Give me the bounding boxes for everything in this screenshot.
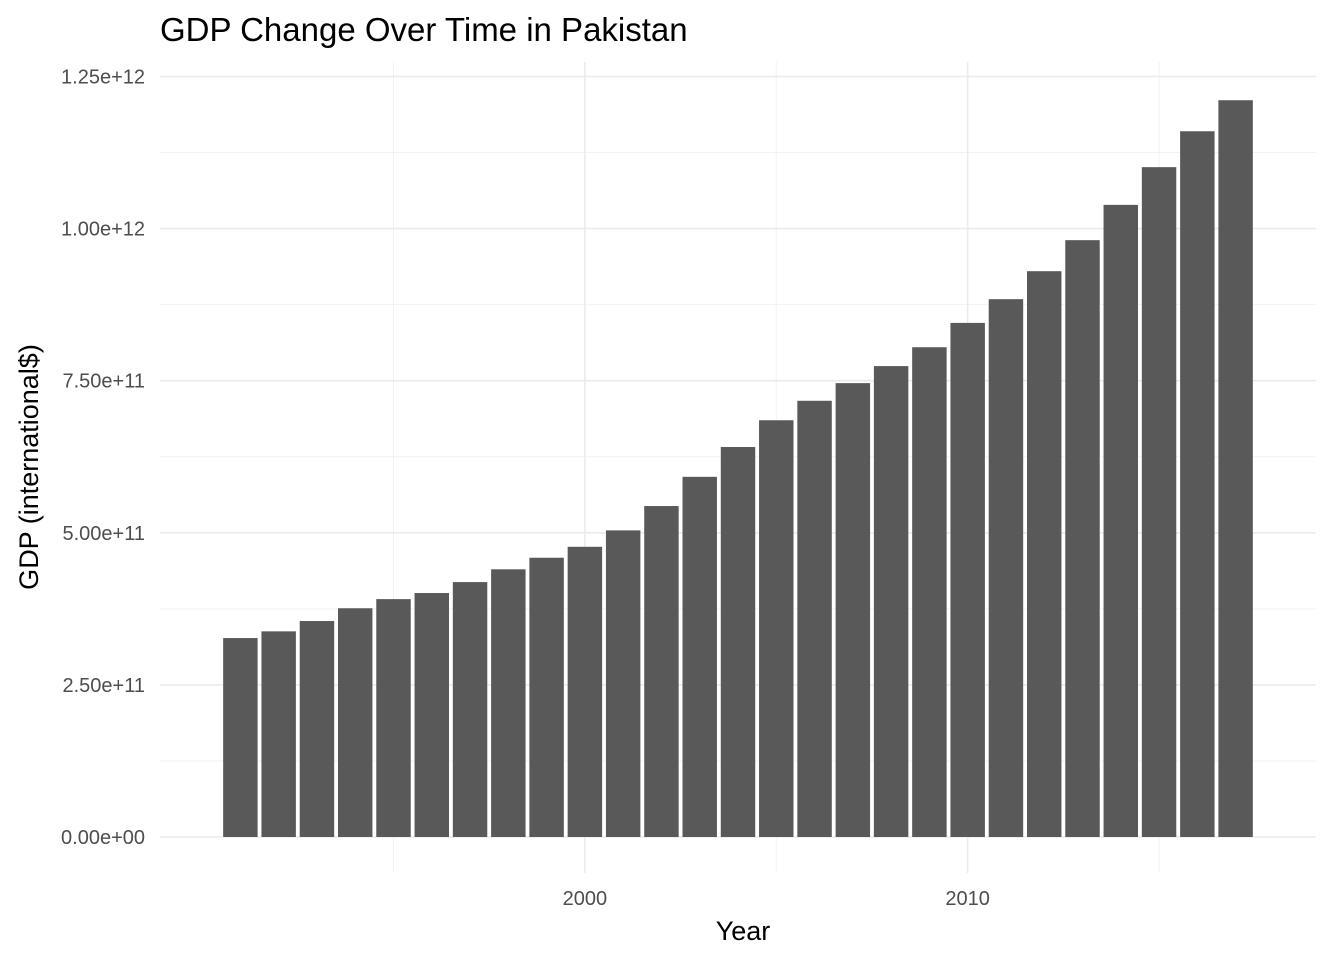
bar-1997	[452, 582, 488, 837]
bar-2001	[605, 530, 641, 837]
bar-2008	[873, 366, 909, 837]
bar-2014	[1103, 204, 1139, 837]
y-tick-label: 1.00e+12	[61, 219, 145, 241]
x-tick-label: 2010	[945, 888, 990, 910]
bar-2013	[1065, 240, 1100, 837]
y-axis-title: GDP (international$)	[14, 344, 44, 590]
bar-1999	[529, 557, 564, 837]
bar-2006	[797, 400, 832, 837]
bar-1993	[299, 621, 335, 837]
bar-1995	[376, 599, 411, 837]
y-tick-label: 2.50e+11	[63, 675, 146, 697]
bar-2003	[682, 476, 717, 837]
y-tick-label: 0.00e+00	[61, 827, 145, 849]
x-axis-title: Year	[716, 916, 771, 946]
bar-2002	[644, 506, 679, 837]
y-tick-label: 1.25e+12	[61, 67, 145, 89]
bar-2009	[912, 347, 947, 837]
bar-1994	[337, 608, 373, 837]
x-tick-label: 2000	[563, 888, 608, 910]
bar-1998	[491, 569, 526, 837]
bar-2007	[835, 383, 871, 837]
bar-2015	[1141, 167, 1177, 837]
bar-2004	[720, 447, 756, 837]
bar-1991	[223, 638, 258, 837]
y-tick-label: 7.50e+11	[63, 371, 146, 393]
bar-2012	[1027, 271, 1062, 837]
bar-2005	[759, 420, 794, 837]
bar-2010	[950, 322, 985, 838]
bar-1992	[261, 631, 296, 837]
x-axis-ticks: 2000 2010	[563, 888, 990, 910]
bars	[223, 100, 1253, 838]
chart-title: GDP Change Over Time in Pakistan	[160, 11, 688, 48]
bar-2000	[567, 546, 603, 837]
bar-1996	[414, 593, 449, 837]
bar-2016	[1180, 131, 1215, 838]
bar-2017	[1218, 100, 1253, 837]
y-axis-ticks: 0.00e+00 2.50e+11 5.00e+11 7.50e+11 1.00e+12…	[61, 67, 145, 850]
y-tick-label: 5.00e+11	[63, 523, 146, 545]
bar-2011	[988, 299, 1024, 837]
